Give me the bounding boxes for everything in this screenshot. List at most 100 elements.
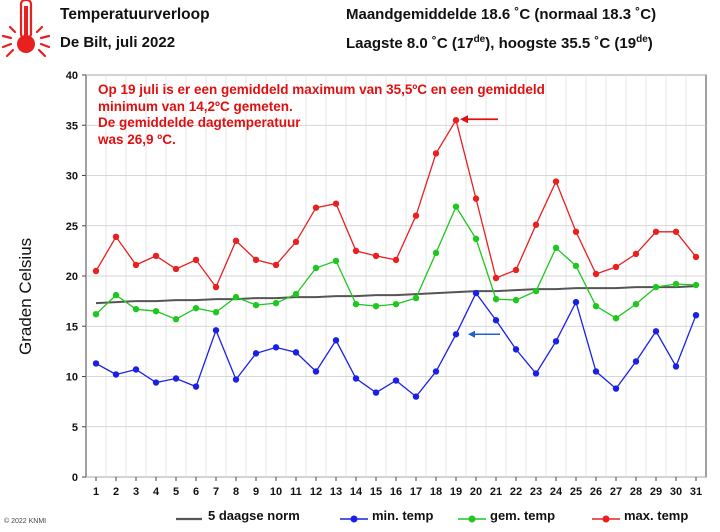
annotation-arrowhead-min bbox=[468, 330, 475, 338]
thermometer-icon bbox=[1, 0, 51, 58]
x-tick-label: 12 bbox=[310, 486, 322, 498]
data-point-max bbox=[412, 212, 420, 219]
legend-gem: gem. temp bbox=[490, 508, 556, 523]
data-point-max bbox=[432, 150, 440, 157]
x-tick-label: 5 bbox=[173, 486, 179, 498]
data-point-min bbox=[572, 298, 580, 306]
x-tick-label: 16 bbox=[390, 486, 402, 498]
x-tick-label: 9 bbox=[253, 486, 259, 498]
y-axis-label: Graden Celsius bbox=[16, 237, 35, 355]
data-point-min bbox=[452, 331, 460, 338]
data-point-min bbox=[612, 385, 620, 392]
data-point-max bbox=[232, 237, 240, 245]
data-point-gem bbox=[692, 281, 700, 289]
data-point-gem bbox=[312, 264, 320, 272]
legend-norm: 5 daagse norm bbox=[208, 508, 300, 523]
x-tick-label: 7 bbox=[213, 486, 219, 498]
y-tick-label: 30 bbox=[66, 171, 78, 183]
data-point-max bbox=[652, 228, 660, 235]
x-tick-label: 14 bbox=[350, 486, 363, 498]
data-point-min bbox=[512, 346, 520, 353]
data-point-gem bbox=[532, 287, 540, 295]
data-point-gem bbox=[352, 300, 360, 308]
data-point-max bbox=[452, 117, 460, 124]
legend-max: max. temp bbox=[624, 508, 689, 523]
legend-marker-min bbox=[350, 515, 358, 523]
x-tick-label: 8 bbox=[233, 486, 239, 498]
data-point-min bbox=[112, 371, 120, 378]
data-point-max bbox=[492, 274, 500, 282]
annotation-text: Op 19 juli is er een gemiddeld maximum v… bbox=[98, 82, 698, 148]
data-point-max bbox=[392, 256, 400, 264]
x-tick-label: 20 bbox=[470, 486, 482, 498]
data-point-max bbox=[112, 233, 120, 241]
data-point-gem bbox=[252, 301, 260, 309]
x-tick-label: 11 bbox=[290, 486, 302, 498]
data-point-max bbox=[592, 270, 600, 278]
data-point-gem bbox=[152, 307, 160, 315]
x-tick-label: 18 bbox=[430, 486, 442, 498]
legend-min: min. temp bbox=[372, 508, 434, 523]
x-tick-label: 25 bbox=[570, 486, 582, 498]
x-tick-label: 30 bbox=[670, 486, 682, 498]
x-tick-label: 13 bbox=[330, 486, 342, 498]
data-point-min bbox=[472, 289, 480, 297]
data-point-gem bbox=[412, 294, 420, 302]
data-point-gem bbox=[552, 244, 560, 252]
data-point-min bbox=[692, 311, 700, 319]
x-tick-label: 27 bbox=[610, 486, 622, 498]
series-line-norm bbox=[95, 285, 697, 305]
x-tick-label: 31 bbox=[690, 486, 702, 498]
data-point-min bbox=[212, 327, 220, 334]
annotation-line: De gemiddelde dagtemperatuur bbox=[98, 115, 301, 130]
data-point-max bbox=[572, 228, 580, 235]
data-point-max bbox=[512, 266, 520, 274]
data-point-gem bbox=[92, 310, 100, 318]
data-point-gem bbox=[432, 249, 440, 257]
copyright-text: © 2022 KNMI bbox=[4, 518, 47, 525]
annotation-line: was 26,9 ºC. bbox=[98, 131, 176, 147]
x-tick-label: 4 bbox=[153, 486, 160, 498]
data-point-min bbox=[152, 379, 160, 386]
x-tick-label: 1 bbox=[93, 486, 99, 498]
x-tick-label: 29 bbox=[650, 486, 662, 498]
data-point-min bbox=[352, 375, 360, 382]
data-point-max bbox=[312, 204, 320, 211]
data-point-max bbox=[332, 200, 340, 207]
chart-title: Temperatuurverloop bbox=[60, 6, 210, 23]
data-point-max bbox=[152, 252, 160, 260]
data-point-min bbox=[672, 363, 680, 370]
data-point-gem bbox=[112, 291, 120, 299]
data-point-max bbox=[472, 195, 480, 202]
x-tick-label: 10 bbox=[270, 486, 282, 498]
data-point-gem bbox=[632, 300, 640, 308]
data-point-gem bbox=[332, 257, 340, 265]
data-point-min bbox=[552, 338, 560, 345]
data-point-min bbox=[232, 376, 240, 383]
data-point-gem bbox=[392, 300, 400, 308]
data-point-gem bbox=[592, 302, 600, 310]
data-point-gem bbox=[652, 283, 660, 291]
x-tick-label: 23 bbox=[530, 486, 542, 498]
data-point-gem bbox=[372, 302, 380, 310]
y-tick-label: 15 bbox=[66, 321, 78, 333]
data-point-max bbox=[532, 221, 540, 228]
y-tick-label: 5 bbox=[72, 422, 78, 434]
data-point-gem bbox=[232, 293, 240, 301]
data-point-gem bbox=[292, 290, 300, 298]
x-tick-label: 17 bbox=[410, 486, 422, 498]
x-tick-label: 28 bbox=[630, 486, 642, 498]
data-point-gem bbox=[132, 305, 140, 313]
data-point-gem bbox=[172, 316, 180, 323]
data-point-min bbox=[272, 344, 280, 351]
data-point-max bbox=[212, 283, 220, 291]
x-tick-label: 24 bbox=[550, 486, 563, 498]
data-point-min bbox=[172, 375, 180, 382]
data-point-min bbox=[192, 383, 200, 390]
data-point-max bbox=[612, 263, 620, 271]
x-tick-label: 21 bbox=[490, 486, 502, 498]
x-tick-label: 19 bbox=[450, 486, 462, 498]
data-point-min bbox=[412, 393, 420, 400]
data-point-gem bbox=[612, 315, 620, 322]
data-point-gem bbox=[672, 280, 680, 288]
